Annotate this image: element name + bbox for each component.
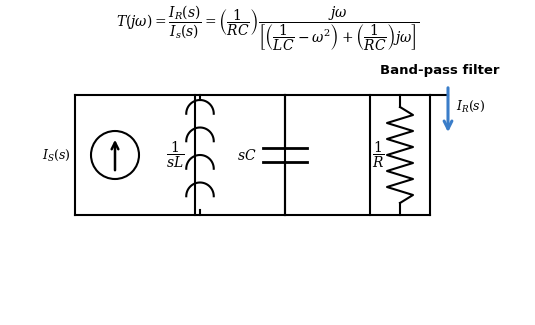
Text: Band-pass filter: Band-pass filter — [380, 64, 500, 77]
Text: $I_S(s)$: $I_S(s)$ — [42, 148, 71, 162]
Text: $\dfrac{1}{sL}$: $\dfrac{1}{sL}$ — [166, 140, 184, 170]
Text: $sC$: $sC$ — [237, 148, 257, 162]
Text: $\dfrac{1}{R}$: $\dfrac{1}{R}$ — [372, 140, 384, 170]
Text: $I_R(s)$: $I_R(s)$ — [456, 98, 485, 114]
Text: $T(j\omega) = \dfrac{I_R(s)}{I_s(s)} = \left(\dfrac{1}{RC}\right)\dfrac{j\omega}: $T(j\omega) = \dfrac{I_R(s)}{I_s(s)} = \… — [117, 3, 419, 53]
